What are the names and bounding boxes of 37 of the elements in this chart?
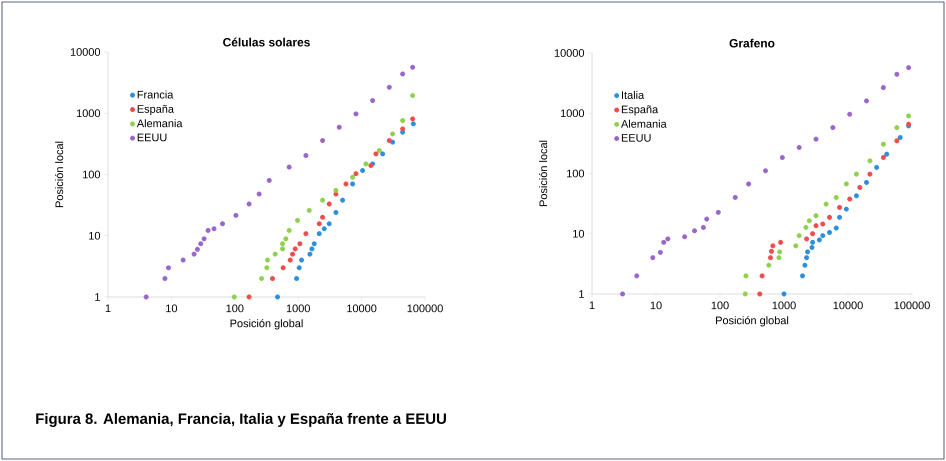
legend-label: EEUU [138, 134, 166, 142]
y-tick-label: 10000 [70, 48, 100, 56]
x-tick-label: 100 [712, 302, 729, 310]
legend-label: Italia [622, 90, 644, 99]
y-tick-label: 1000 [560, 109, 584, 118]
x-tick-label: 10000 [347, 304, 376, 312]
y-tick-label: 1000 [76, 109, 100, 118]
y-tick-label: 100 [567, 170, 584, 178]
chart-title: Células solares [223, 38, 310, 46]
x-tick-label: 10 [650, 302, 662, 310]
legend-label: Alemania [621, 120, 667, 128]
legend-label: Francia [138, 90, 174, 99]
x-tick-label: 1 [106, 304, 111, 312]
x-axis-title: Posición global [230, 319, 303, 330]
y-tick-label: 1 [579, 290, 584, 298]
y-tick-label: 1 [95, 293, 100, 301]
text: Figura 8. Alemania, Francia, Italia y España frente a EEUU [36, 412, 446, 427]
y-tick-label: 10 [89, 232, 100, 240]
y-axis-title: Posición local [55, 142, 64, 208]
y-tick-label: 10 [573, 230, 584, 238]
x-tick-label: 1 [590, 302, 595, 310]
legend-label: Alemania [136, 119, 182, 128]
x-tick-label: 10 [166, 304, 178, 312]
x-tick-label: 1000 [772, 302, 796, 310]
x-tick-label: 100000 [408, 304, 443, 312]
y-axis-title: Posición local [539, 140, 548, 206]
chart-title: Grafeno [730, 38, 774, 48]
x-tick-label: 10000 [834, 302, 863, 310]
x-tick-label: 100 [226, 304, 244, 312]
x-tick-label: 1000 [286, 304, 310, 312]
y-tick-label: 10000 [554, 49, 584, 57]
legend-label: España [622, 105, 658, 116]
x-tick-label: 100000 [894, 302, 930, 310]
legend-label: España [138, 104, 174, 116]
legend-label: EEUU [622, 134, 651, 142]
y-tick-label: 100 [83, 170, 100, 178]
x-axis-title: Posición global [716, 316, 788, 326]
